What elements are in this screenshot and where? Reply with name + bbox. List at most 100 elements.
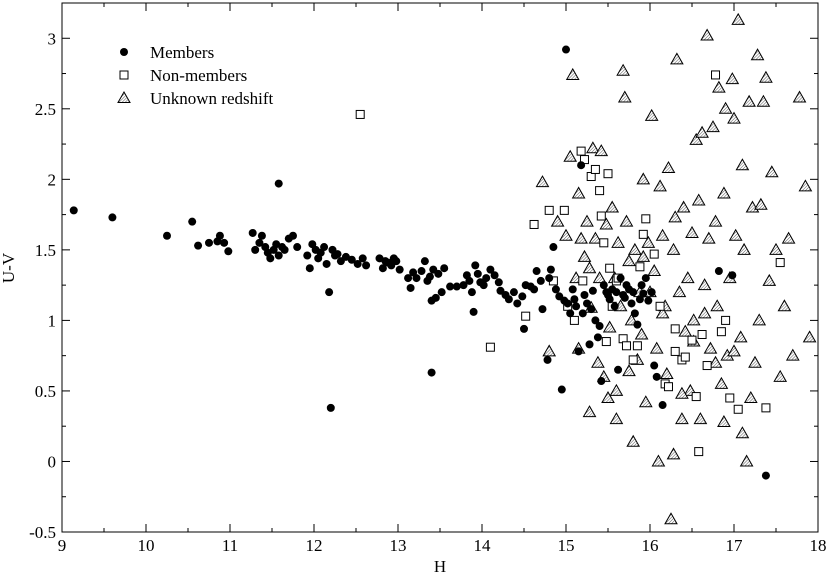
data-point [733, 404, 743, 414]
data-point [395, 265, 404, 274]
y-tick-label: -0.5 [29, 523, 56, 542]
data-point [616, 274, 625, 283]
data-point [792, 90, 807, 103]
data-point [686, 313, 701, 326]
x-tick-label: 10 [138, 536, 155, 555]
data-point [412, 274, 421, 283]
data-point [594, 144, 609, 157]
data-point [546, 265, 555, 274]
data-point [543, 355, 552, 364]
data-point [644, 296, 653, 305]
data-point [620, 293, 629, 302]
data-point [655, 301, 665, 311]
data-point [701, 231, 716, 244]
legend-label: Unknown redshift [150, 89, 274, 108]
data-point [266, 254, 275, 263]
data-point [785, 348, 800, 361]
data-point [494, 278, 503, 287]
data-point [743, 390, 758, 403]
data-point [532, 267, 541, 276]
data-point [752, 313, 767, 326]
data-point [588, 231, 603, 244]
data-point [293, 243, 302, 252]
data-point [762, 273, 777, 286]
data-point [529, 219, 539, 229]
data-point [194, 241, 203, 250]
data-point [582, 261, 597, 274]
data-point [459, 281, 468, 290]
data-point [678, 324, 693, 337]
data-point [347, 255, 356, 264]
data-point [630, 309, 639, 318]
data-point [703, 341, 718, 354]
data-point [535, 175, 550, 188]
data-point [596, 211, 606, 221]
data-point [725, 72, 740, 85]
data-point [781, 231, 796, 244]
data-point [355, 109, 365, 119]
data-point [592, 271, 607, 284]
x-tick-label: 9 [58, 536, 67, 555]
data-point [668, 210, 683, 223]
data-point [637, 281, 646, 290]
data-point [769, 242, 783, 255]
data-point [597, 377, 606, 386]
data-point [550, 214, 565, 227]
data-point [557, 385, 566, 394]
data-point [542, 344, 557, 357]
data-point [289, 231, 297, 240]
data-point [721, 315, 731, 325]
data-point [599, 217, 614, 230]
axis-ticks: 9 10 11 12 13 14 15 16 17 18 -0.5 0 0.5 1 1.5 2 2.5 3 [29, 2, 827, 555]
data-point [614, 365, 623, 374]
data-point [634, 327, 649, 340]
data-point [695, 125, 709, 138]
data-point [716, 327, 726, 337]
data-point [702, 361, 712, 371]
data-point [325, 288, 334, 297]
data-point [731, 12, 746, 25]
data-point [248, 228, 257, 237]
data-point [708, 214, 723, 227]
series-open-square [355, 70, 785, 457]
data-point [563, 299, 572, 308]
data-point [486, 265, 495, 274]
data-point [504, 295, 513, 304]
data-point [653, 179, 667, 192]
data-point [605, 263, 615, 273]
data-point [603, 169, 613, 179]
data-point [333, 250, 342, 259]
data-point [586, 141, 600, 154]
data-point [687, 335, 697, 345]
data-point [473, 269, 482, 278]
data-point [569, 315, 579, 325]
data-point [725, 393, 735, 403]
data-point [644, 108, 659, 121]
data-point [577, 249, 592, 262]
legend-marker [117, 90, 131, 103]
data-point [518, 292, 527, 301]
data-point [639, 289, 648, 298]
data-point [675, 412, 689, 425]
data-point [689, 132, 704, 145]
data-point [629, 288, 638, 297]
x-tick-label: 13 [390, 536, 407, 555]
data-point [562, 45, 570, 54]
data-point [417, 267, 426, 276]
data-point [756, 94, 771, 107]
data-point [601, 337, 611, 347]
data-point [595, 186, 605, 196]
y-tick-label: 2.5 [35, 100, 56, 119]
data-point [580, 214, 594, 227]
data-point [759, 70, 773, 83]
y-tick-label: 1 [48, 311, 57, 330]
data-point [485, 342, 495, 352]
data-point [728, 228, 743, 241]
data-point [666, 447, 681, 460]
data-point [733, 330, 748, 343]
data-point [761, 403, 771, 413]
data-point [530, 285, 539, 294]
data-point [305, 264, 314, 273]
data-point [572, 302, 581, 311]
data-point [728, 271, 737, 280]
